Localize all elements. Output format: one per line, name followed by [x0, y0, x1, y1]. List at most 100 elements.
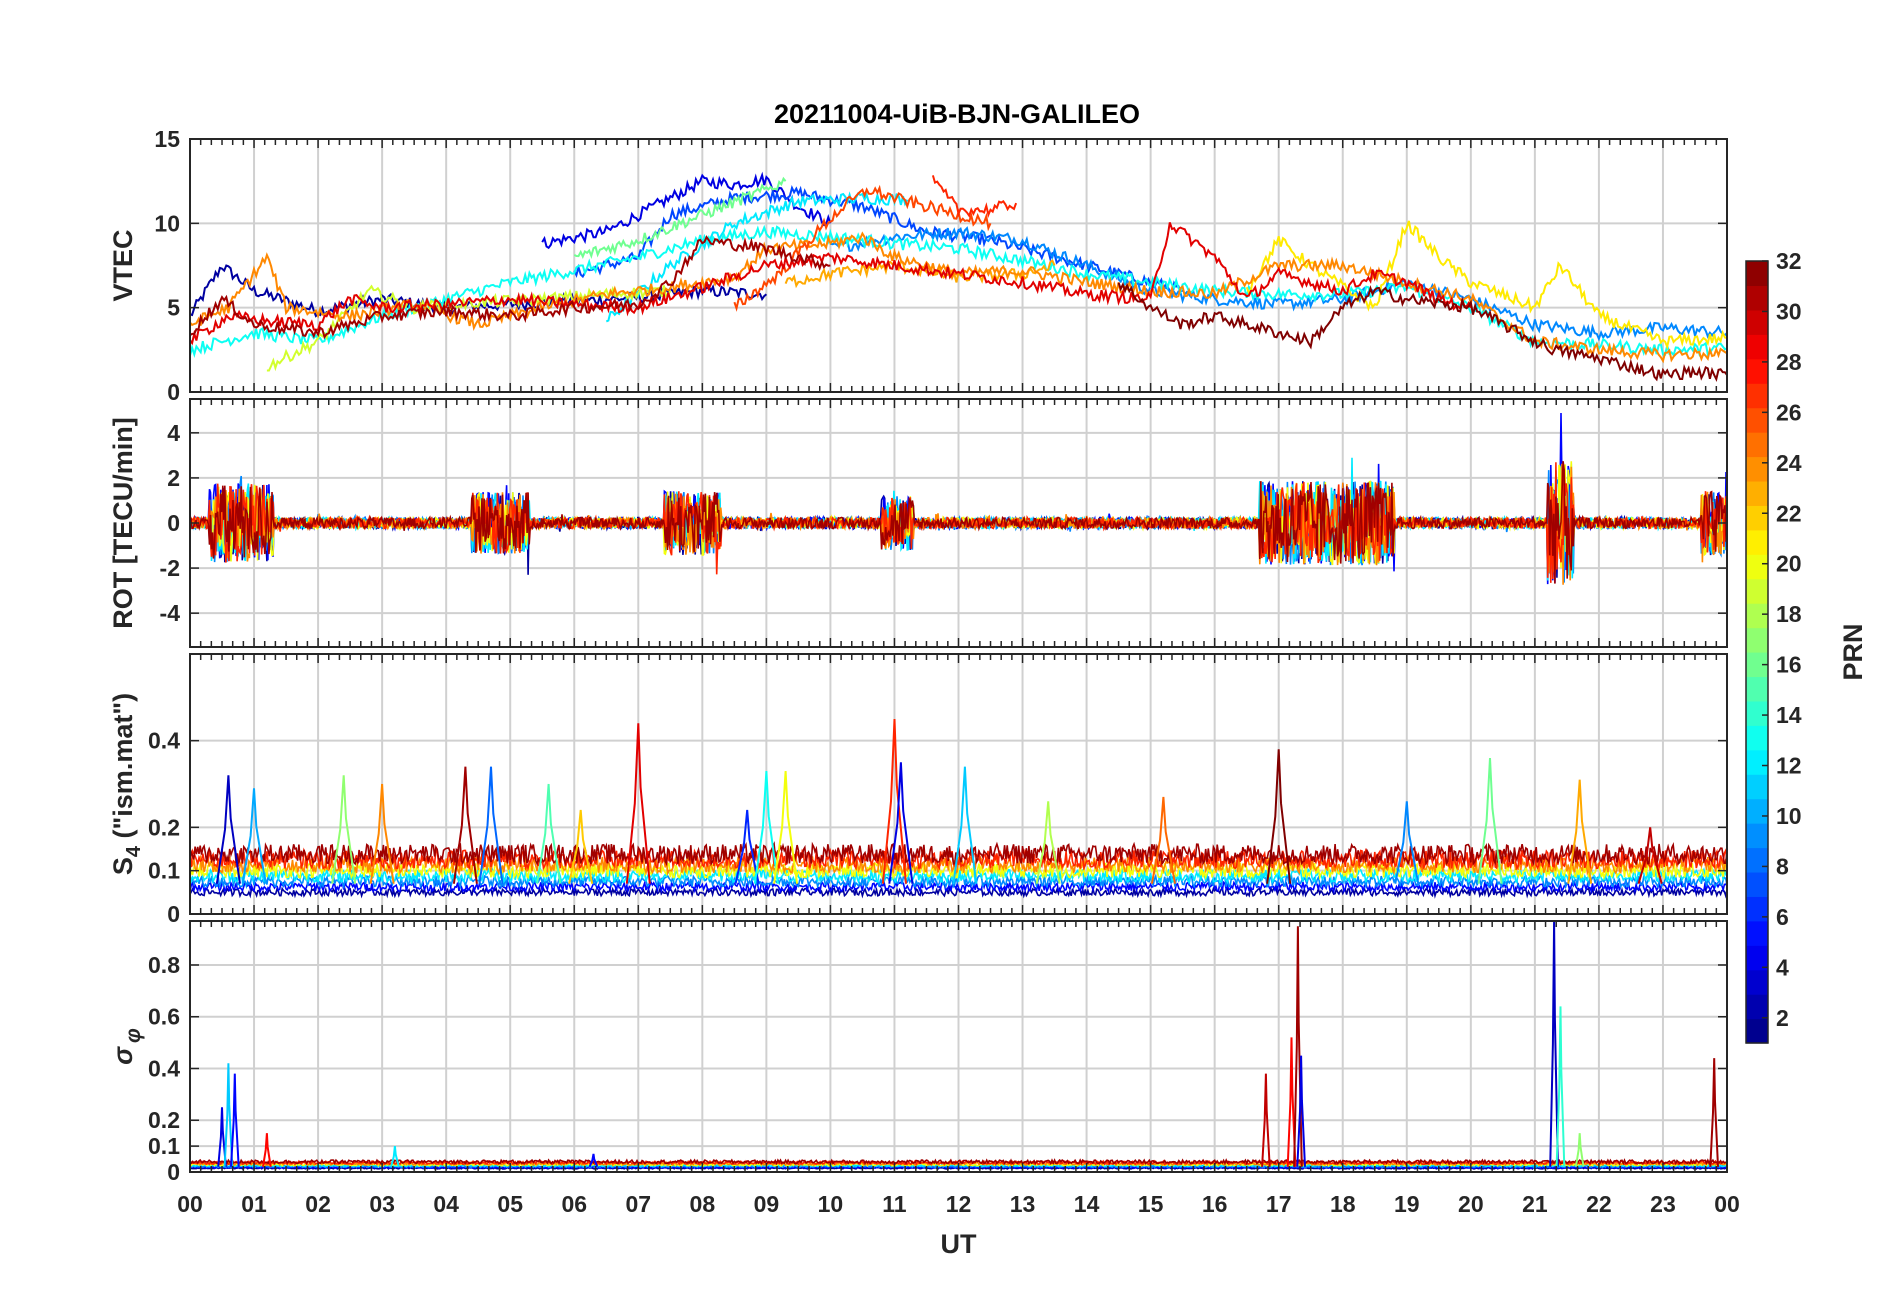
x-tick-label: 01 — [241, 1191, 267, 1217]
colorbar-tick-label: 20 — [1776, 551, 1802, 577]
peak-mark — [223, 1063, 234, 1167]
peak-mark — [952, 766, 978, 884]
colorbar-swatch — [1746, 407, 1768, 433]
series-prn-16 — [573, 176, 787, 260]
x-tick-label: 00 — [177, 1191, 203, 1217]
peak-mark — [390, 1145, 400, 1168]
series-prn-27 — [190, 847, 1727, 872]
x-tick-label: 00 — [1714, 1191, 1740, 1217]
x-tick-label: 15 — [1138, 1191, 1164, 1217]
y-tick-label: -2 — [160, 555, 180, 581]
colorbar-swatch — [1746, 896, 1768, 922]
peak-mark — [1150, 796, 1176, 884]
colorbar-tick-label: 24 — [1776, 450, 1802, 476]
x-tick-label: 09 — [754, 1191, 780, 1217]
x-ticks — [189, 921, 1728, 1173]
colorbar-swatch — [1746, 529, 1768, 555]
peak-mark — [1477, 757, 1503, 884]
series-prn-27 — [931, 175, 1018, 219]
peak-mark — [478, 766, 504, 884]
y-tick-label: 4 — [167, 420, 180, 446]
x-tick-label: 07 — [625, 1191, 651, 1217]
colorbar-frame — [1745, 260, 1769, 1044]
x-tick-label: 03 — [369, 1191, 395, 1217]
colorbar-swatch — [1746, 334, 1768, 360]
x-tick-label: 08 — [690, 1191, 716, 1217]
colorbar-tick-label: 12 — [1776, 753, 1802, 779]
y-tick-label: 0.4 — [148, 728, 180, 754]
peak-mark — [1574, 1133, 1585, 1167]
peak-mark — [536, 783, 562, 884]
y-tick-label: 0.1 — [148, 858, 180, 884]
colorbar-swatch — [1746, 798, 1768, 824]
x-tick-label: 22 — [1586, 1191, 1612, 1217]
peak-mark — [331, 775, 357, 884]
colorbar-swatch — [1746, 309, 1768, 335]
peak-mark — [1035, 801, 1061, 884]
panel-2: -4 -2 0 2 4 ROT [TECU/min] — [108, 398, 1728, 648]
series-prn-26 — [733, 184, 992, 312]
peak-mark — [1555, 1006, 1566, 1167]
x-tick-label: 19 — [1394, 1191, 1420, 1217]
y-tick-label: -4 — [160, 600, 181, 626]
x-ticks — [189, 399, 1728, 647]
peak-mark — [753, 770, 779, 884]
y-axis-label: VTEC — [108, 229, 138, 301]
y-tick-label: 5 — [167, 295, 180, 321]
colorbar-tick-label: 4 — [1776, 954, 1789, 980]
peak-mark — [1709, 1058, 1719, 1167]
colorbar-tick-label: 2 — [1776, 1005, 1789, 1031]
x-tick-label: 04 — [433, 1191, 459, 1217]
x-tick-label: 12 — [946, 1191, 972, 1217]
panel-3: 0 0.1 0.2 0.4S4 ("ism.mat") — [108, 653, 1728, 927]
y-tick-label: 10 — [154, 210, 180, 236]
colorbar-swatch — [1746, 261, 1768, 287]
peak-mark — [588, 1153, 599, 1168]
x-tick-label: 14 — [1074, 1191, 1100, 1217]
series-prn-21 — [1245, 220, 1727, 351]
colorbar-swatch — [1746, 969, 1768, 995]
peak-mark — [262, 1133, 272, 1167]
colorbar-swatch — [1746, 285, 1768, 311]
series-prn-9 — [830, 226, 1727, 342]
x-ticks — [189, 654, 1728, 915]
peak-mark — [1394, 801, 1420, 884]
y-tick-label: 2 — [167, 465, 180, 491]
peak-mark — [217, 1107, 227, 1167]
peak-mark — [568, 809, 594, 884]
colorbar-swatch — [1746, 1018, 1768, 1044]
colorbar-tick-label: 16 — [1776, 652, 1802, 678]
colorbar-tick-label: 6 — [1776, 904, 1789, 930]
chart-title: 20211004-UiB-BJN-GALILEO — [774, 99, 1140, 129]
colorbar-swatch — [1746, 749, 1768, 775]
series-prn-5 — [190, 879, 1727, 895]
peak-mark — [1296, 1055, 1306, 1167]
colorbar-swatch — [1746, 920, 1768, 946]
colorbar-swatch — [1746, 847, 1768, 873]
colorbar-swatch — [1746, 578, 1768, 604]
peak-mark — [241, 788, 267, 884]
colorbar-label: PRN — [1838, 623, 1868, 680]
y-tick-label: 0.4 — [148, 1055, 180, 1081]
y-axis-label: σφ — [108, 1028, 145, 1065]
colorbar-swatch — [1746, 383, 1768, 409]
colorbar-swatch — [1746, 652, 1768, 678]
x-ticks — [189, 138, 1728, 393]
peak-mark — [215, 775, 241, 884]
colorbar-swatch — [1746, 480, 1768, 506]
colorbar-swatch — [1746, 627, 1768, 653]
x-tick-label: 10 — [818, 1191, 844, 1217]
series-group — [190, 171, 1727, 382]
series-group — [190, 718, 1727, 899]
x-tick-label: 18 — [1330, 1191, 1356, 1217]
colorbar-swatch — [1746, 456, 1768, 482]
peak-mark — [888, 762, 914, 884]
peak-mark — [452, 766, 478, 884]
colorbar-swatch — [1746, 871, 1768, 897]
peak-mark — [1637, 827, 1663, 884]
x-tick-label: 23 — [1650, 1191, 1676, 1217]
y-tick-label: 15 — [154, 126, 180, 152]
colorbar-tick-label: 28 — [1776, 349, 1802, 375]
y-tick-label: 0.2 — [148, 1107, 180, 1133]
